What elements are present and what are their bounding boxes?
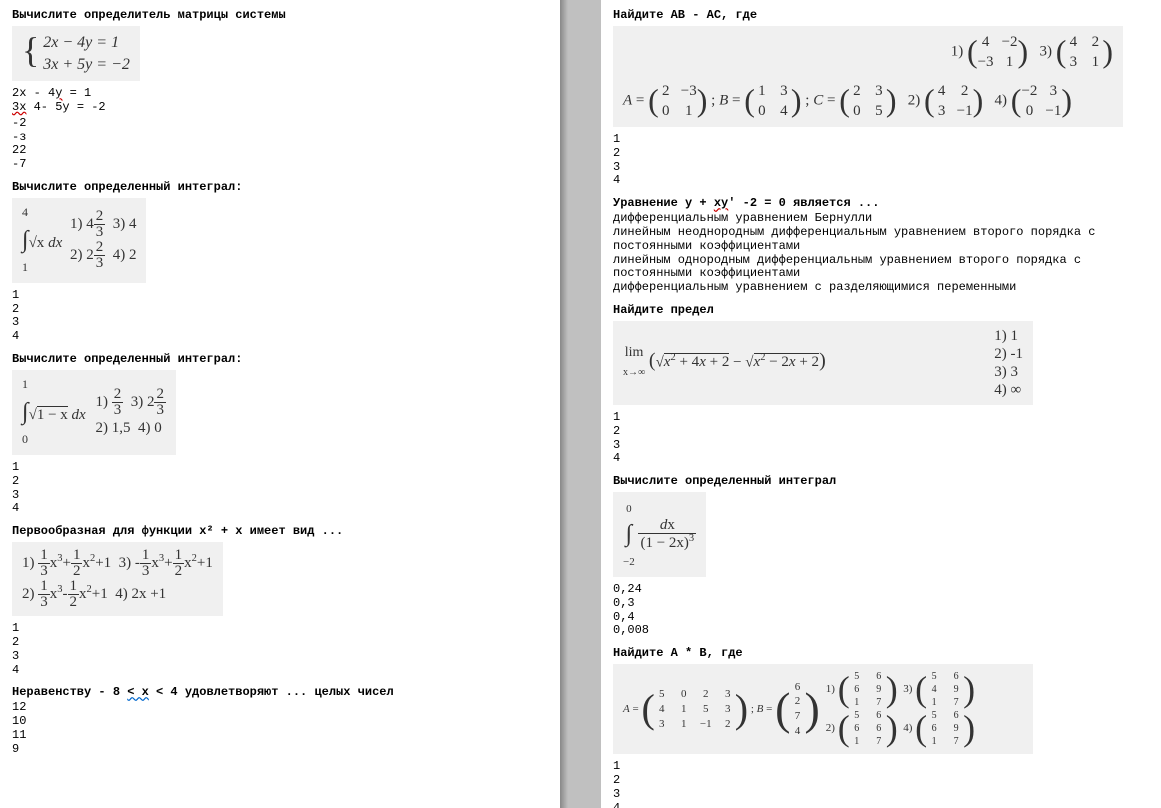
rq4-title: Вычислите определенный интеграл xyxy=(613,474,1149,488)
q5-title-suf: < 4 удовлетворяют ... целых чисел xyxy=(149,685,394,699)
rq4-ans-2: 0,4 xyxy=(613,611,1149,625)
q4-title: Первообразная для функции x² + x имеет в… xyxy=(12,524,548,538)
rq2-title-pre: Уравнение y + xyxy=(613,196,714,210)
q3-answers: 1 2 3 4 xyxy=(12,461,548,516)
q5-answers: 12 10 11 9 xyxy=(12,701,548,756)
q2-answers: 1 2 3 4 xyxy=(12,289,548,344)
q5-ans-1: 10 xyxy=(12,715,548,729)
q1-ans-0: -2 xyxy=(12,117,548,131)
rq4-ans-0: 0,24 xyxy=(613,583,1149,597)
q4-ans-2: 3 xyxy=(12,650,548,664)
q1-eq2: 3x + 5y = −2 xyxy=(43,56,130,73)
q4-formula: 1) 13x3+12x2+1 3) -13x3+12x2+1 2) 13x3-1… xyxy=(12,542,223,616)
rq1-ans-0: 1 xyxy=(613,133,1149,147)
rq5-ans-3: 4 xyxy=(613,802,1149,808)
q3-formula: 1 ∫√1 − x dx 0 1) 23 3) 223 2) 1,5 4) 0 xyxy=(12,370,176,455)
rq2-answers: дифференциальным уравнением Бернулли лин… xyxy=(613,212,1149,295)
q2-formula: 4 ∫√x dx 1 1) 423 3) 4 2) 223 4) 2 xyxy=(12,198,146,283)
page-left: Вычислите определитель матрицы системы {… xyxy=(0,0,560,808)
q2-ans-0: 1 xyxy=(12,289,548,303)
q1-post: 2x - 4y = 1 3x 4- 5y = -2 xyxy=(12,87,548,115)
rq1-ans-3: 4 xyxy=(613,174,1149,188)
q4-answers: 1 2 3 4 xyxy=(12,622,548,677)
rq1-ans-1: 2 xyxy=(613,147,1149,161)
rq3-answers: 1 2 3 4 xyxy=(613,411,1149,466)
rq2-ans-2: линейным однородным дифференциальным ура… xyxy=(613,254,1149,282)
q5-ans-2: 11 xyxy=(12,729,548,743)
rq2-title-mid: xy xyxy=(714,196,728,210)
q5-ans-0: 12 xyxy=(12,701,548,715)
rq2-ans-3: дифференциальным уравнением с разделяющи… xyxy=(613,281,1149,295)
q5-title-mid: < x xyxy=(127,685,149,699)
q5-title: Неравенству - 8 < x < 4 удовлетворяют ..… xyxy=(12,685,548,699)
rq5-formula: A = ( 5023 4153 31−12 ) ; B = ( 6274 ) 1… xyxy=(613,664,1033,754)
q2-ans-1: 2 xyxy=(12,303,548,317)
rq4-ans-3: 0,008 xyxy=(613,624,1149,638)
rq3-ans-2: 3 xyxy=(613,439,1149,453)
rq3-ans-3: 4 xyxy=(613,452,1149,466)
q1-eq1: 2x − 4y = 1 xyxy=(43,34,119,51)
q2-title: Вычислите определенный интеграл: xyxy=(12,180,548,194)
q1-answers: -2 -з 22 -7 xyxy=(12,117,548,172)
rq1-ans-2: 3 xyxy=(613,161,1149,175)
rq3-ans-0: 1 xyxy=(613,411,1149,425)
two-page-layout: Вычислите определитель матрицы системы {… xyxy=(0,0,1161,808)
q2-ans-3: 4 xyxy=(12,330,548,344)
rq2-title-suf: ' -2 = 0 является ... xyxy=(728,196,879,210)
rq2-ans-0: дифференциальным уравнением Бернулли xyxy=(613,212,1149,226)
q4-ans-1: 2 xyxy=(12,636,548,650)
q4-ans-0: 1 xyxy=(12,622,548,636)
rq4-answers: 0,24 0,3 0,4 0,008 xyxy=(613,583,1149,638)
rq1-answers: 1 2 3 4 xyxy=(613,133,1149,188)
rq2-ans-1: линейным неоднородным дифференциальным у… xyxy=(613,226,1149,254)
q3-ans-1: 2 xyxy=(12,475,548,489)
q2-ans-2: 3 xyxy=(12,316,548,330)
q1-ans-3: -7 xyxy=(12,158,548,172)
q3-title: Вычислите определенный интеграл: xyxy=(12,352,548,366)
rq1-formula: 1) (4−2−31) 3) (4231) A = (2−301) ; B = … xyxy=(613,26,1123,127)
rq1-title: Найдите AB - AC, где xyxy=(613,8,1149,22)
rq3-ans-1: 2 xyxy=(613,425,1149,439)
rq4-ans-1: 0,3 xyxy=(613,597,1149,611)
rq3-title: Найдите предел xyxy=(613,303,1149,317)
q1-ans-2: 22 xyxy=(12,144,548,158)
q5-title-pre: Неравенству - 8 xyxy=(12,685,127,699)
rq5-ans-0: 1 xyxy=(613,760,1149,774)
rq5-ans-2: 3 xyxy=(613,788,1149,802)
q4-ans-3: 4 xyxy=(12,664,548,678)
rq3-formula: limx→∞ (√x2 + 4x + 2 − √x2 − 2x + 2) 1) … xyxy=(613,321,1033,405)
q1-ans-1: -з xyxy=(12,131,548,145)
rq5-title: Найдите A * B, где xyxy=(613,646,1149,660)
rq5-answers: 1 2 3 4 xyxy=(613,760,1149,808)
q3-ans-3: 4 xyxy=(12,502,548,516)
page-divider xyxy=(560,0,601,808)
q1-title: Вычислите определитель матрицы системы xyxy=(12,8,548,22)
q3-ans-2: 3 xyxy=(12,489,548,503)
rq2-title: Уравнение y + xy' -2 = 0 является ... xyxy=(613,196,1149,210)
q1-formula: { 2x − 4y = 1 3x + 5y = −2 xyxy=(12,26,140,81)
q5-ans-3: 9 xyxy=(12,743,548,757)
q3-ans-0: 1 xyxy=(12,461,548,475)
rq4-formula: 0 ∫ −2 dx (1 − 2x)3 xyxy=(613,492,706,577)
rq5-ans-1: 2 xyxy=(613,774,1149,788)
page-right: Найдите AB - AC, где 1) (4−2−31) 3) (423… xyxy=(601,0,1161,808)
